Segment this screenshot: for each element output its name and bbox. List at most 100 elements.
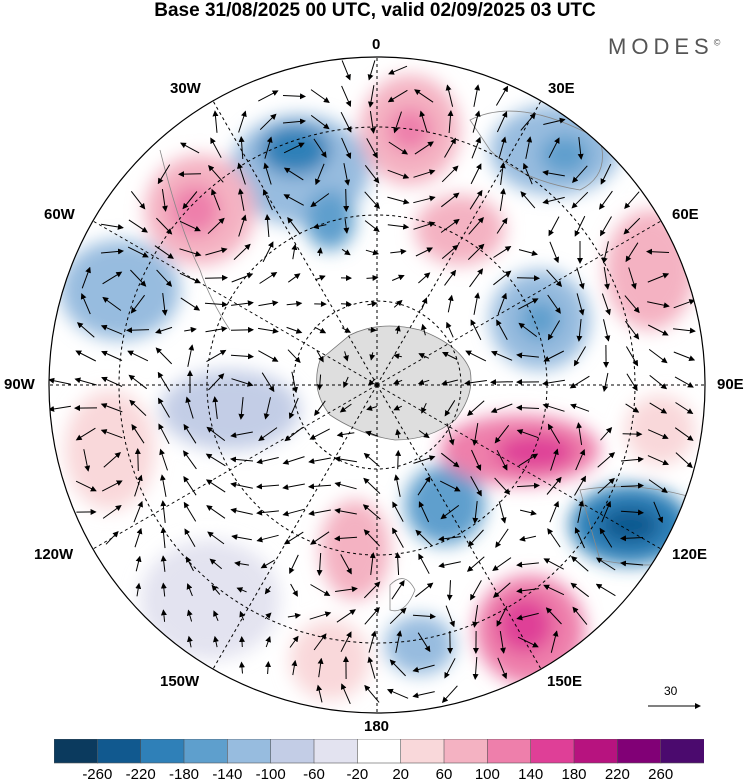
wind-arrow <box>647 301 670 309</box>
wind-arrow <box>547 528 561 548</box>
wind-arrow <box>466 556 485 572</box>
wind-arrow <box>569 375 590 389</box>
wind-arrow <box>160 582 167 597</box>
wind-arrow <box>343 219 350 234</box>
wind-arrow <box>230 507 253 515</box>
wind-arrow <box>470 580 482 601</box>
anomaly-neg <box>540 135 590 175</box>
colorbar-segment <box>660 739 704 764</box>
lon-label-60e: 60E <box>672 206 699 223</box>
wind-arrow <box>288 273 301 283</box>
wind-arrow <box>184 326 197 333</box>
wind-arrow <box>673 351 696 361</box>
wind-arrow <box>393 474 401 497</box>
wind-arrow <box>494 424 510 444</box>
wind-arrow <box>413 221 436 230</box>
wind-arrow <box>599 190 613 210</box>
wind-arrow <box>467 529 484 547</box>
wind-arrow <box>341 327 351 333</box>
wind-arrow <box>499 631 506 654</box>
wind-arrow <box>313 633 327 651</box>
wind-arrow <box>289 554 299 575</box>
wind-arrow <box>395 428 402 439</box>
wind-arrow <box>238 661 245 674</box>
wind-arrow <box>492 582 511 598</box>
wind-arrow <box>391 579 405 600</box>
wind-arrow <box>417 475 431 496</box>
wind-arrow <box>126 327 150 334</box>
wind-arrow <box>103 452 121 468</box>
wind-arrow <box>601 500 612 523</box>
lon-label-0: 0 <box>372 36 381 53</box>
wind-arrow <box>334 481 357 490</box>
colorbar-segment <box>443 739 489 764</box>
wind-arrow <box>597 477 615 494</box>
wind-arrow <box>574 527 585 549</box>
wind-arrow <box>520 112 536 131</box>
colorbar-segment <box>357 739 402 764</box>
south-america-coastline <box>159 149 231 331</box>
wind-arrow <box>369 352 376 361</box>
meridian-line <box>90 384 378 551</box>
wind-arrow <box>238 397 245 420</box>
wind-arrow <box>577 137 584 160</box>
wind-arrow <box>129 399 147 416</box>
wind-arrow <box>444 137 457 158</box>
colorbar-tick-label: -220 <box>125 766 156 783</box>
colorbar-segment <box>573 739 619 764</box>
wind-arrow <box>444 400 456 417</box>
wind-arrow <box>230 431 253 439</box>
wind-arrow <box>518 249 538 257</box>
wind-arrow <box>492 557 512 571</box>
wind-arrow <box>415 529 433 546</box>
wind-arrow <box>256 534 279 543</box>
wind-arrow <box>310 531 330 545</box>
wind-arrow <box>258 427 278 441</box>
lon-label-150e: 150E <box>547 673 583 690</box>
wind-arrow <box>420 323 427 336</box>
wind-arrow <box>265 661 272 675</box>
wind-arrow <box>340 554 352 575</box>
lon-label-120e: 120E <box>672 546 708 563</box>
wind-arrow <box>308 457 331 465</box>
colorbar-tick-label: 220 <box>604 766 630 783</box>
wind-arrow <box>135 582 142 597</box>
colorbar-tick-label: -180 <box>168 766 200 783</box>
wind-arrow <box>602 372 609 392</box>
wind-arrow <box>625 346 639 367</box>
wind-arrow <box>516 587 539 594</box>
wind-arrow <box>444 269 457 286</box>
wind-arrow <box>468 216 484 235</box>
wind-arrow <box>180 142 200 154</box>
wind-arrow <box>363 581 381 599</box>
wind-arrow <box>444 658 456 679</box>
wind-arrow <box>133 500 143 523</box>
wind-arrow <box>134 448 141 472</box>
wind-arrow <box>231 378 254 387</box>
wind-arrow <box>282 508 305 517</box>
wind-arrow <box>573 346 587 367</box>
wind-arrow <box>256 509 279 516</box>
wind-arrow <box>264 214 271 238</box>
wind-arrow <box>210 137 222 158</box>
wind-arrow <box>412 691 435 699</box>
wind-arrow <box>388 65 408 75</box>
wind-arrow <box>364 220 380 233</box>
wind-arrow <box>100 403 123 413</box>
wind-arrow <box>264 612 272 620</box>
wind-arrow <box>446 423 455 446</box>
wind-arrow <box>336 431 355 438</box>
wind-arrow <box>542 379 565 386</box>
anomaly-pos <box>605 210 695 330</box>
wind-arrow <box>316 247 323 256</box>
wind-arrow <box>545 607 562 625</box>
wind-arrow <box>490 403 513 413</box>
wind-arrow <box>74 377 97 386</box>
wind-arrow <box>259 113 277 131</box>
wind-arrow <box>258 300 279 307</box>
wind-arrow <box>471 136 481 159</box>
wind-arrow <box>155 347 173 365</box>
colorbar-tick-label: -60 <box>303 766 325 783</box>
map-title: Base 31/08/2025 00 UTC, valid 02/09/2025… <box>154 0 596 21</box>
wind-arrow <box>231 273 254 283</box>
